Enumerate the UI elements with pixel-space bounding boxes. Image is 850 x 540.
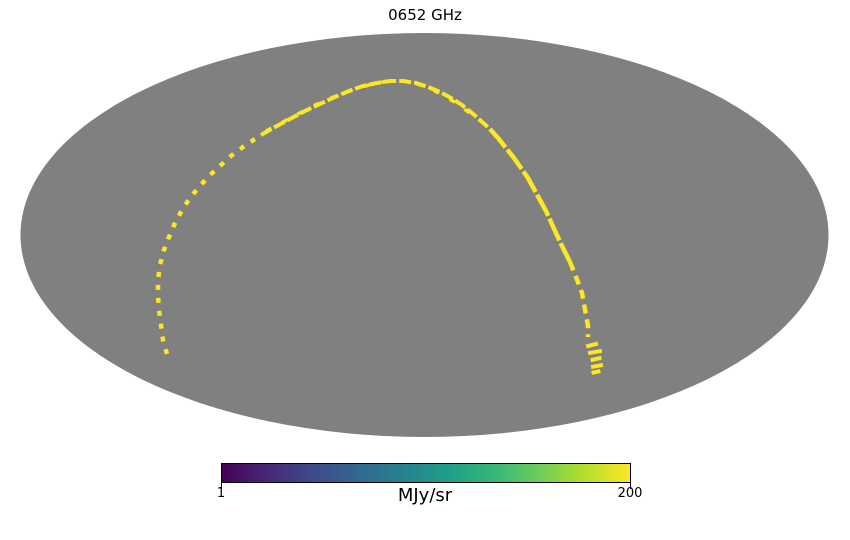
- colorbar-max-label: 200: [617, 486, 643, 501]
- scan-arc-top-overlay: [265, 78, 479, 133]
- colorbar-tick-min: [221, 483, 222, 489]
- colorbar-unit-label: MJy/sr: [397, 485, 453, 506]
- scan-arc-right-lower: [567, 261, 591, 337]
- colorbar: [221, 463, 631, 489]
- sky-background-ellipse: [20, 33, 829, 437]
- scan-arc-left-dotted: [155, 133, 263, 355]
- scan-arc-top-dashed: [260, 79, 492, 137]
- map-title: 0652 GHz: [388, 6, 462, 24]
- colorbar-min-label: 1: [216, 486, 226, 501]
- scan-arc-end-dash: [590, 362, 604, 370]
- scan-arc-end-dash: [591, 369, 601, 375]
- scan-arc-end-dash: [587, 348, 603, 356]
- scan-arc-end-dash: [590, 355, 602, 363]
- scan-arc-end-dash: [585, 341, 599, 349]
- colorbar-gradient: [222, 464, 630, 482]
- colorbar-tick-max: [630, 483, 631, 489]
